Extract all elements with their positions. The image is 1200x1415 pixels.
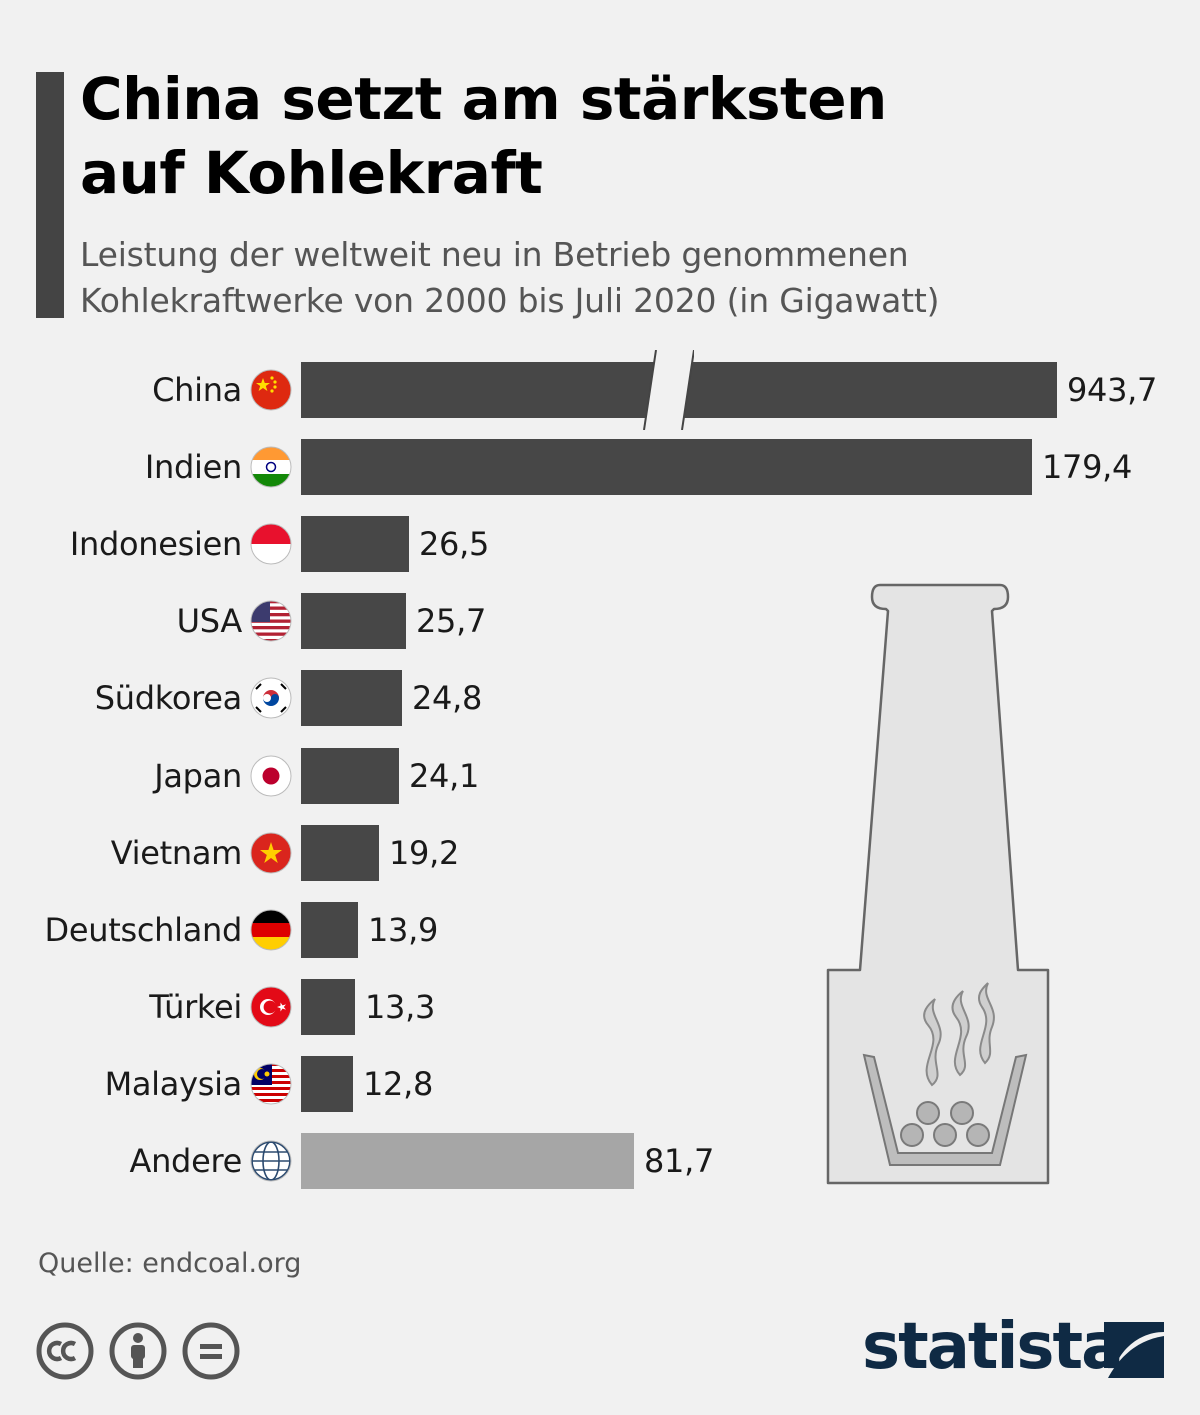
bar-südkorea [301, 670, 402, 727]
bar-indien [301, 439, 1032, 496]
page-title: China setzt am stärksten auf Kohlekraft [80, 62, 1160, 210]
category-label: Türkei [149, 987, 242, 1026]
value-label: 26,5 [419, 525, 490, 564]
value-label: 13,9 [368, 910, 439, 949]
subtitle: Leistung der weltweit neu in Betrieb gen… [80, 232, 1160, 324]
value-label: 24,1 [409, 756, 480, 795]
statista-logo-icon[interactable] [1104, 1322, 1164, 1378]
bar-türkei [301, 978, 355, 1035]
value-label: 13,3 [365, 987, 436, 1026]
value-label: 24,8 [412, 679, 483, 718]
value-label: 25,7 [416, 602, 487, 641]
axis-break-marker [643, 350, 694, 430]
south-korea-flag-icon [250, 677, 292, 719]
category-label: Andere [129, 1142, 242, 1180]
cc-icon[interactable] [36, 1322, 94, 1380]
china-flag-icon [250, 369, 292, 411]
category-label: USA [176, 602, 243, 641]
source-note: Quelle: endcoal.org [38, 1248, 302, 1279]
value-label: 179,4 [1042, 448, 1133, 487]
category-label: Deutschland [44, 910, 243, 949]
usa-flag-icon [250, 600, 292, 642]
bar-vietnam [301, 824, 379, 881]
chimney-illustration-icon [826, 583, 1050, 1185]
subtitle-line-1: Leistung der weltweit neu in Betrieb gen… [80, 235, 909, 274]
by-icon[interactable] [109, 1322, 167, 1380]
japan-flag-icon [250, 755, 292, 796]
category-label: Indien [144, 448, 242, 487]
bar-andere [301, 1133, 634, 1189]
value-label: 81,7 [644, 1142, 715, 1180]
bar-usa [301, 593, 406, 650]
category-label: Südkorea [94, 679, 243, 718]
category-label: Indonesien [69, 525, 242, 564]
category-label: China [152, 371, 242, 409]
category-label: Japan [154, 756, 242, 795]
vietnam-flag-icon [250, 832, 292, 874]
india-flag-icon [250, 446, 292, 488]
value-label: 12,8 [363, 1064, 434, 1103]
bar-malaysia [301, 1055, 353, 1112]
value-label: 19,2 [389, 833, 460, 872]
bar-deutschland [301, 901, 358, 958]
nd-icon[interactable] [182, 1322, 240, 1380]
bar-japan [301, 747, 399, 804]
malaysia-flag-icon [250, 1063, 292, 1105]
value-label: 943,7 [1067, 371, 1158, 409]
subtitle-line-2: Kohlekraftwerke von 2000 bis Juli 2020 (… [80, 281, 940, 320]
title-accent-bar [36, 72, 64, 318]
bar-chart: China 943,7 Indien 179,4 Indonesien 26,5 USA 25… [0, 340, 1200, 1220]
statista-logo-text[interactable]: statista [862, 1310, 1124, 1384]
title-line-2: auf Kohlekraft [80, 139, 543, 207]
category-label: Malaysia [104, 1064, 243, 1103]
turkey-flag-icon [250, 986, 292, 1028]
title-line-1: China setzt am stärksten [80, 65, 887, 133]
bar-indonesien [301, 516, 409, 573]
indonesia-flag-icon [250, 523, 292, 565]
globe-icon [250, 1140, 292, 1182]
germany-flag-icon [250, 909, 292, 951]
category-label: Vietnam [110, 833, 243, 872]
